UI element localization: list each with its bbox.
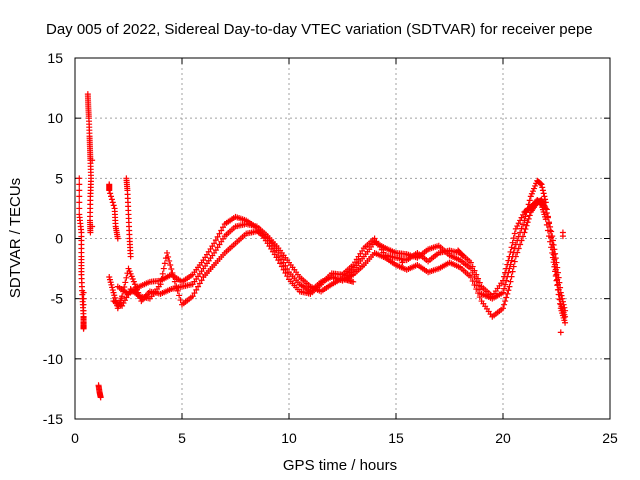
data-point [513,226,519,232]
data-point [161,266,167,272]
y-tick-label: -10 [43,351,63,367]
data-point [516,220,522,226]
y-tick-label: 5 [55,170,63,186]
data-point [76,193,82,199]
y-tick-label: 10 [47,110,63,126]
data-point [517,217,523,223]
data-point [160,271,166,277]
y-axis-label: SDTVAR / TECUs [7,178,24,298]
y-tick-label: 15 [47,50,63,66]
data-point [111,202,117,208]
data-point [168,266,174,272]
data-point [81,308,87,314]
data-point [122,279,128,285]
data-point [509,274,515,280]
data-point [558,329,564,335]
data-point [519,238,525,244]
x-tick-label: 0 [71,430,79,446]
data-point [76,187,82,193]
data-point [507,279,513,285]
data-point [504,291,510,297]
data-point [76,181,82,187]
data-point [517,242,523,248]
data-point [519,215,525,221]
data-point [510,269,516,275]
data-point [527,197,533,203]
data-point [540,187,546,193]
y-tick-label: -15 [43,411,63,427]
x-tick-label: 5 [178,430,186,446]
x-tick-label: 25 [602,430,618,446]
y-tick-labels: -15 -10 -5 0 5 10 15 [43,50,63,427]
data-point [107,190,113,196]
sdtvar-chart: Day 005 of 2022, Sidereal Day-to-day VTE… [0,0,640,480]
data-point [176,292,182,298]
grid-lines [75,58,610,419]
data-points [76,91,568,400]
data-point [128,254,134,260]
data-point [521,229,527,235]
y-tick-label: -5 [51,291,64,307]
data-point [167,262,173,268]
x-tick-label: 10 [281,430,297,446]
series-band-c [115,197,568,326]
x-tick-label: 15 [388,430,404,446]
data-point [76,199,82,205]
data-point [76,175,82,181]
data-point [503,294,509,300]
data-point [350,279,356,285]
data-point [164,250,170,256]
data-point [109,196,115,202]
data-point [76,205,82,211]
data-point [509,244,515,250]
data-point [81,314,87,320]
data-point [123,275,129,281]
series-early-spikes [76,91,566,400]
data-point [524,223,530,229]
data-point [110,199,116,205]
data-point [81,302,87,308]
y-tick-label: 0 [55,231,63,247]
x-tick-labels: 0 5 10 15 20 25 [71,430,618,446]
data-point [541,190,547,196]
data-point [108,193,114,199]
data-point [81,296,87,302]
series-band-b [111,197,569,320]
data-point [501,302,507,308]
data-point [516,246,522,252]
x-tick-label: 20 [495,430,511,446]
chart-title: Day 005 of 2022, Sidereal Day-to-day VTE… [46,21,593,38]
data-point [512,230,518,236]
x-axis-label: GPS time / hours [283,457,397,474]
